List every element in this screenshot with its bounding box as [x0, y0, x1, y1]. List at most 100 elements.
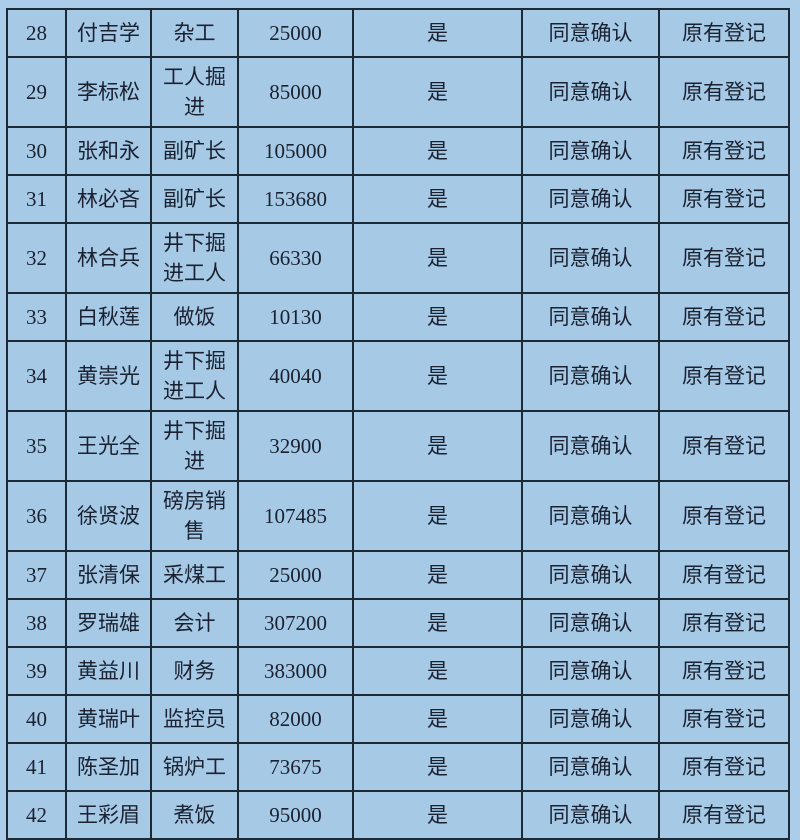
cell-job-title: 杂工 [150, 8, 239, 58]
cell-amount: 66330 [237, 222, 354, 294]
cell-job-title: 磅房销售 [150, 480, 239, 552]
cell-amount: 153680 [237, 174, 354, 224]
table-row: 38 罗瑞雄 会计 307200 是 同意确认 原有登记 [6, 598, 790, 648]
cell-registration-status: 原有登记 [658, 56, 790, 128]
cell-confirm: 是 [352, 56, 523, 128]
cell-agree-status: 同意确认 [521, 790, 660, 840]
cell-amount: 383000 [237, 646, 354, 696]
table-row: 34 黄崇光 井下掘进工人 40040 是 同意确认 原有登记 [6, 340, 790, 412]
cell-confirm: 是 [352, 550, 523, 600]
cell-registration-status: 原有登记 [658, 550, 790, 600]
cell-row-number: 42 [6, 790, 67, 840]
cell-agree-status: 同意确认 [521, 480, 660, 552]
table-row: 32 林合兵 井下掘进工人 66330 是 同意确认 原有登记 [6, 222, 790, 294]
cell-name: 王光全 [65, 410, 152, 482]
cell-confirm: 是 [352, 742, 523, 792]
table-row: 30 张和永 副矿长 105000 是 同意确认 原有登记 [6, 126, 790, 176]
cell-amount: 32900 [237, 410, 354, 482]
cell-job-title: 井下掘进工人 [150, 340, 239, 412]
cell-registration-status: 原有登记 [658, 8, 790, 58]
cell-amount: 10130 [237, 292, 354, 342]
cell-name: 黄益川 [65, 646, 152, 696]
cell-agree-status: 同意确认 [521, 410, 660, 482]
cell-row-number: 34 [6, 340, 67, 412]
cell-name: 黄瑞叶 [65, 694, 152, 744]
cell-confirm: 是 [352, 126, 523, 176]
cell-confirm: 是 [352, 598, 523, 648]
cell-registration-status: 原有登记 [658, 598, 790, 648]
cell-row-number: 40 [6, 694, 67, 744]
cell-agree-status: 同意确认 [521, 598, 660, 648]
cell-agree-status: 同意确认 [521, 742, 660, 792]
cell-name: 罗瑞雄 [65, 598, 152, 648]
cell-row-number: 35 [6, 410, 67, 482]
cell-row-number: 32 [6, 222, 67, 294]
cell-amount: 105000 [237, 126, 354, 176]
cell-registration-status: 原有登记 [658, 222, 790, 294]
cell-agree-status: 同意确认 [521, 222, 660, 294]
cell-row-number: 30 [6, 126, 67, 176]
cell-registration-status: 原有登记 [658, 694, 790, 744]
cell-name: 张和永 [65, 126, 152, 176]
cell-row-number: 39 [6, 646, 67, 696]
payroll-table-container: 28 付吉学 杂工 25000 是 同意确认 原有登记 29 李标松 工人掘进 … [6, 8, 790, 840]
cell-agree-status: 同意确认 [521, 126, 660, 176]
cell-agree-status: 同意确认 [521, 174, 660, 224]
cell-job-title: 副矿长 [150, 126, 239, 176]
cell-confirm: 是 [352, 694, 523, 744]
cell-confirm: 是 [352, 174, 523, 224]
cell-row-number: 33 [6, 292, 67, 342]
table-row: 29 李标松 工人掘进 85000 是 同意确认 原有登记 [6, 56, 790, 128]
cell-job-title: 会计 [150, 598, 239, 648]
table-row: 28 付吉学 杂工 25000 是 同意确认 原有登记 [6, 8, 790, 58]
table-row: 40 黄瑞叶 监控员 82000 是 同意确认 原有登记 [6, 694, 790, 744]
cell-amount: 25000 [237, 8, 354, 58]
cell-confirm: 是 [352, 790, 523, 840]
table-row: 41 陈圣加 锅炉工 73675 是 同意确认 原有登记 [6, 742, 790, 792]
cell-agree-status: 同意确认 [521, 8, 660, 58]
cell-row-number: 28 [6, 8, 67, 58]
table-row: 42 王彩眉 煮饭 95000 是 同意确认 原有登记 [6, 790, 790, 840]
table-row: 39 黄益川 财务 383000 是 同意确认 原有登记 [6, 646, 790, 696]
cell-confirm: 是 [352, 480, 523, 552]
cell-amount: 82000 [237, 694, 354, 744]
cell-amount: 40040 [237, 340, 354, 412]
cell-job-title: 副矿长 [150, 174, 239, 224]
cell-amount: 25000 [237, 550, 354, 600]
cell-registration-status: 原有登记 [658, 790, 790, 840]
cell-amount: 85000 [237, 56, 354, 128]
cell-amount: 307200 [237, 598, 354, 648]
cell-confirm: 是 [352, 222, 523, 294]
cell-name: 白秋莲 [65, 292, 152, 342]
cell-row-number: 31 [6, 174, 67, 224]
cell-job-title: 锅炉工 [150, 742, 239, 792]
cell-amount: 95000 [237, 790, 354, 840]
cell-row-number: 41 [6, 742, 67, 792]
cell-job-title: 财务 [150, 646, 239, 696]
cell-agree-status: 同意确认 [521, 550, 660, 600]
table-row: 35 王光全 井下掘进 32900 是 同意确认 原有登记 [6, 410, 790, 482]
cell-agree-status: 同意确认 [521, 56, 660, 128]
cell-name: 陈圣加 [65, 742, 152, 792]
cell-registration-status: 原有登记 [658, 174, 790, 224]
cell-row-number: 38 [6, 598, 67, 648]
cell-agree-status: 同意确认 [521, 646, 660, 696]
payroll-table: 28 付吉学 杂工 25000 是 同意确认 原有登记 29 李标松 工人掘进 … [6, 8, 790, 840]
cell-name: 付吉学 [65, 8, 152, 58]
cell-confirm: 是 [352, 340, 523, 412]
cell-name: 张清保 [65, 550, 152, 600]
cell-agree-status: 同意确认 [521, 340, 660, 412]
table-row: 37 张清保 采煤工 25000 是 同意确认 原有登记 [6, 550, 790, 600]
cell-name: 徐贤波 [65, 480, 152, 552]
cell-amount: 73675 [237, 742, 354, 792]
cell-registration-status: 原有登记 [658, 410, 790, 482]
cell-job-title: 煮饭 [150, 790, 239, 840]
cell-row-number: 37 [6, 550, 67, 600]
cell-job-title: 做饭 [150, 292, 239, 342]
cell-job-title: 工人掘进 [150, 56, 239, 128]
cell-registration-status: 原有登记 [658, 480, 790, 552]
cell-job-title: 井下掘进工人 [150, 222, 239, 294]
cell-confirm: 是 [352, 8, 523, 58]
cell-registration-status: 原有登记 [658, 646, 790, 696]
cell-confirm: 是 [352, 292, 523, 342]
